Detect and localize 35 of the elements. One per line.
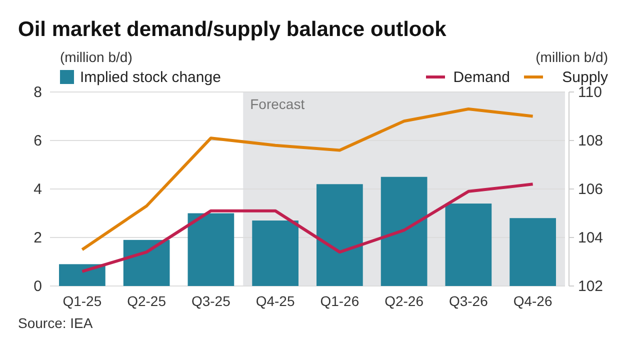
legend-label: Supply xyxy=(562,69,608,86)
y2-tick-label: 108 xyxy=(578,132,604,150)
y-tick-label: 4 xyxy=(34,181,42,198)
y2-tick-label: 110 xyxy=(578,84,602,101)
x-tick-label: Q3-25 xyxy=(191,293,231,309)
x-tick-label: Q1-26 xyxy=(320,293,360,309)
source-note: Source: IEA xyxy=(18,315,94,331)
y2-tick-label: 102 xyxy=(578,278,604,295)
band-label: Forecast xyxy=(250,96,305,112)
x-tick-label: Q3-26 xyxy=(448,293,488,309)
bar xyxy=(380,176,428,286)
y2-tick-label: 104 xyxy=(578,230,604,246)
bar xyxy=(188,213,234,286)
legend-label: Demand xyxy=(453,69,510,86)
y-tick-label: 0 xyxy=(34,278,42,295)
x-tick-label: Q2-26 xyxy=(384,293,424,309)
bar xyxy=(445,204,492,286)
bar xyxy=(510,218,556,286)
chart-title: Oil market demand/supply balance outlook xyxy=(18,18,447,41)
y-tick-label: 8 xyxy=(34,84,42,101)
bar xyxy=(59,264,106,286)
y-axis-title: (million b/d) xyxy=(60,49,132,65)
x-tick-label: Q4-26 xyxy=(513,293,552,309)
line-series xyxy=(80,182,534,273)
y2-tick-label: 106 xyxy=(578,181,604,198)
x-tick-label: Q4-25 xyxy=(256,293,295,309)
y-tick-label: 6 xyxy=(34,132,42,150)
x-tick-label: Q2-25 xyxy=(127,293,166,309)
y2-axis-title: (million b/d) xyxy=(536,49,608,65)
bar xyxy=(123,240,170,286)
y-tick-label: 2 xyxy=(34,230,42,246)
x-tick-label: Q1-25 xyxy=(62,293,102,309)
bar xyxy=(316,184,363,286)
legend-label: Implied stock change xyxy=(80,69,221,86)
bar xyxy=(252,220,298,286)
